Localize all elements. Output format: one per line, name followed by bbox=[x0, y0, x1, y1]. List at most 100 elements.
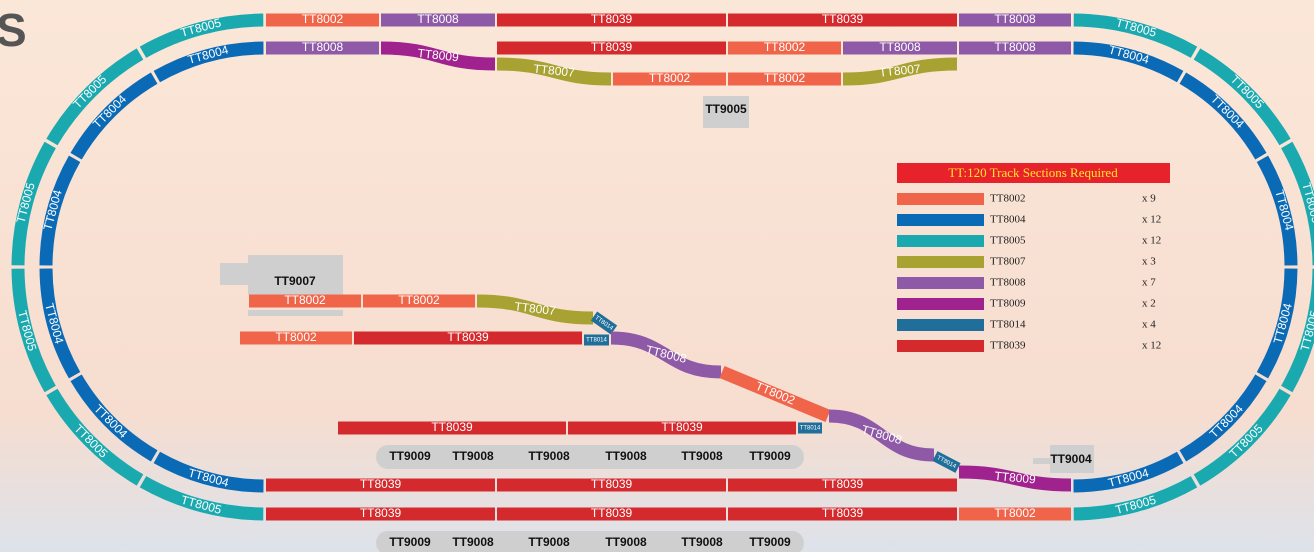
track-section bbox=[842, 57, 958, 86]
track-label: TT8002 bbox=[649, 71, 691, 85]
track-label: TT8039 bbox=[591, 506, 633, 520]
track-section bbox=[610, 331, 722, 379]
legend-swatch bbox=[897, 235, 984, 247]
legend-swatch bbox=[897, 298, 984, 310]
track-label: TT8039 bbox=[431, 420, 473, 434]
track-section bbox=[70, 374, 158, 462]
track-label: TT8002 bbox=[994, 506, 1036, 520]
legend-swatch bbox=[897, 340, 984, 352]
track-label: TT8039 bbox=[591, 477, 633, 491]
track-section bbox=[1256, 155, 1298, 266]
legend-count: x 3 bbox=[1142, 256, 1156, 268]
legend-name: TT8039 bbox=[990, 340, 1026, 352]
track-label: TT8008 bbox=[417, 12, 459, 26]
platform bbox=[376, 445, 804, 469]
track-section bbox=[70, 72, 158, 160]
track-label: TT8008 bbox=[994, 12, 1036, 26]
platform-label: TT9008 bbox=[605, 535, 647, 549]
track-section bbox=[828, 409, 935, 462]
legend-title: TT:120 Track Sections Required bbox=[948, 165, 1118, 180]
track-label: TT8039 bbox=[447, 330, 489, 344]
platforms: TT9009 TT9008 TT9008 TT9008 TT9008 TT9009 TT90… bbox=[376, 445, 804, 552]
track-section bbox=[719, 365, 831, 423]
track-label: TT8039 bbox=[822, 477, 864, 491]
track-section bbox=[1179, 72, 1267, 160]
track-section bbox=[958, 465, 1072, 492]
legend-count: x 9 bbox=[1142, 193, 1156, 205]
platform-label: TT9009 bbox=[389, 449, 431, 463]
building bbox=[248, 310, 343, 316]
platform-label: TT9008 bbox=[605, 449, 647, 463]
track-label: TT8008 bbox=[302, 40, 344, 54]
track-section bbox=[39, 155, 81, 266]
building bbox=[1050, 445, 1094, 473]
track-section bbox=[1073, 41, 1184, 83]
platform-label: TT9009 bbox=[749, 535, 791, 549]
track-label: TT8039 bbox=[591, 40, 633, 54]
track-label: TT8002 bbox=[275, 330, 317, 344]
title-fragment: S bbox=[0, 4, 27, 56]
track-label: TT8002 bbox=[398, 293, 440, 307]
platform bbox=[376, 531, 804, 552]
track-label: TT8039 bbox=[360, 477, 402, 491]
building-label: TT9005 bbox=[705, 102, 747, 116]
platform-label: TT9008 bbox=[452, 535, 494, 549]
track-section bbox=[139, 476, 264, 521]
legend-swatch bbox=[897, 256, 984, 268]
track-label: TT8009 bbox=[417, 46, 460, 64]
track-section bbox=[1073, 451, 1184, 493]
legend-count: x 4 bbox=[1142, 319, 1156, 331]
track-label: TT8014 bbox=[800, 426, 821, 432]
track-label: TT8039 bbox=[822, 506, 864, 520]
building-label: TT9004 bbox=[1050, 452, 1092, 466]
legend-name: TT8002 bbox=[990, 193, 1025, 205]
building bbox=[1033, 458, 1053, 464]
track-section bbox=[1281, 268, 1314, 393]
track-label: TT8014 bbox=[586, 338, 607, 344]
track-label: TT8002 bbox=[764, 40, 806, 54]
legend-name: TT8014 bbox=[990, 319, 1026, 331]
track-section bbox=[39, 268, 81, 379]
legend-name: TT8004 bbox=[990, 214, 1026, 226]
track-section bbox=[1179, 374, 1267, 462]
buildings: TT9005 TT9007 TT9004 bbox=[220, 96, 1094, 473]
platform-label: TT9009 bbox=[389, 535, 431, 549]
track-label: TT8039 bbox=[822, 12, 864, 26]
track-section bbox=[11, 141, 56, 266]
legend-count: x 12 bbox=[1142, 235, 1161, 247]
legend-name: TT8007 bbox=[990, 256, 1026, 268]
track-label: TT8007 bbox=[514, 299, 557, 318]
track-section bbox=[1193, 48, 1291, 146]
legend-swatch bbox=[897, 319, 984, 331]
track-label: TT8039 bbox=[661, 420, 703, 434]
track-section bbox=[46, 388, 144, 486]
track-section bbox=[153, 41, 264, 83]
legend: TT:120 Track Sections Required TT8002 x 9… bbox=[897, 163, 1170, 352]
track-section bbox=[932, 451, 961, 473]
track-section bbox=[46, 48, 144, 146]
building bbox=[703, 96, 749, 128]
track-section bbox=[380, 41, 496, 71]
legend-count: x 2 bbox=[1142, 298, 1156, 310]
track-section bbox=[11, 268, 56, 393]
legend-count: x 12 bbox=[1142, 340, 1161, 352]
track-label: TT8039 bbox=[360, 506, 402, 520]
track-section bbox=[1281, 141, 1314, 266]
platform-label: TT9008 bbox=[452, 449, 494, 463]
legend-count: x 12 bbox=[1142, 214, 1161, 226]
track-label: TT8002 bbox=[764, 71, 806, 85]
track-label: TT8002 bbox=[302, 12, 344, 26]
platform-label: TT9008 bbox=[681, 535, 723, 549]
tracks: TT8005TT8005TT8005TT8005TT8005TT8005TT80… bbox=[11, 12, 1314, 521]
track-label: TT8007 bbox=[533, 62, 576, 80]
track-label: TT8008 bbox=[879, 40, 921, 54]
legend-name: TT8009 bbox=[990, 298, 1026, 310]
legend-title-box bbox=[897, 163, 1170, 183]
track-label: TT8039 bbox=[591, 12, 633, 26]
track-section bbox=[1193, 388, 1291, 486]
platform-label: TT9008 bbox=[528, 449, 570, 463]
track-label: TT8008 bbox=[994, 40, 1036, 54]
building bbox=[248, 255, 343, 295]
track-section bbox=[476, 294, 594, 325]
